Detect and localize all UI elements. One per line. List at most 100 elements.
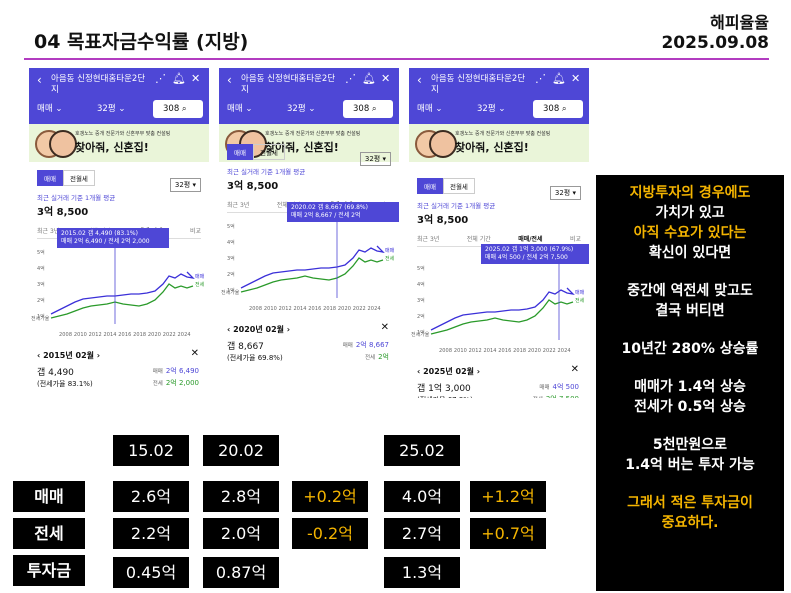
app-screenshot-0: ‹ 아음동 신정현대홈타운2단지 ⋰ 🔔︎ ✕ 매매 ⌄ 32평 ⌄ 308 ⌕… [29, 68, 209, 398]
tab-sale[interactable]: 매매 [37, 170, 63, 186]
banner-subtext: 호갱노노 중개 전문가와 신혼부부 맞춤 컨설팅 [75, 131, 171, 137]
row-label-investment: 투자금 [13, 555, 85, 586]
y-tick: 1억 [417, 329, 425, 336]
tab-rent[interactable]: 전월세 [442, 178, 475, 194]
legend-rent: 전세 [575, 297, 585, 304]
bell-icon[interactable]: 🔔︎ [362, 72, 376, 85]
page-title: 04 목표자금수익률 (지방) [34, 31, 249, 53]
y-tick: 5억 [417, 265, 425, 272]
detail-sale: 매매 4억 500 [539, 383, 579, 391]
y-tick: 5억 [227, 223, 235, 230]
type-select[interactable]: 매매 ⌄ [417, 104, 443, 114]
avg-price: 3억 8,500 [417, 215, 469, 226]
detail-rent: 전세 2억 [364, 353, 389, 361]
app-screenshot-1: ‹ 아음동 신정현대홈타운2단지 ⋰ 🔔︎ ✕ 매매 ⌄ 32평 ⌄ 308 ⌕… [219, 68, 399, 398]
person-icon [429, 130, 457, 158]
y-tick: 4억 [417, 281, 425, 288]
tab-sale[interactable]: 매매 [417, 178, 443, 194]
detail-sale: 매매 2억 6,490 [152, 367, 199, 375]
pyeong-select[interactable]: 32평 ▾ [549, 186, 581, 200]
household-count[interactable]: 308 ⌕ [153, 100, 203, 118]
tab-recent-3y[interactable]: 최근 3년 [417, 236, 440, 243]
msg-line: 그래서 적은 투자금이 [627, 495, 753, 511]
share-icon[interactable]: ⋰ [535, 72, 546, 85]
tab-sale[interactable]: 매매 [227, 144, 253, 160]
share-icon[interactable]: ⋰ [345, 72, 356, 85]
row-label-rent: 전세 [13, 518, 85, 549]
rent-price-line [430, 299, 574, 335]
jeonse-ratio: (전세가율 67.9%) [417, 395, 473, 398]
close-icon[interactable]: ✕ [571, 72, 581, 85]
jeonse-ratio: (전세가율 69.8%) [227, 354, 283, 362]
y-tick: 3억 [227, 255, 235, 262]
back-icon[interactable]: ‹ [417, 73, 422, 87]
price-history-chart: 5억 4억 3억 2억 1억 매매 전세 [417, 260, 585, 340]
back-icon[interactable]: ‹ [37, 73, 42, 87]
household-count[interactable]: 308 ⌕ [343, 100, 393, 118]
brand-name: 해피율율 [710, 13, 769, 32]
rent-20: 2.0억 [203, 518, 279, 549]
tab-recent-3y[interactable]: 최근 3년 [37, 228, 60, 235]
tab-compare[interactable]: 비교 [189, 228, 201, 235]
tab-all-period[interactable]: 전체 기간 [466, 236, 491, 243]
rent-diff-1: -0.2억 [292, 518, 368, 549]
banner-subtext: 호갱노노 중개 전문가와 신혼부부 맞춤 컨설팅 [265, 131, 361, 137]
size-select[interactable]: 32평 ⌄ [287, 104, 316, 114]
app-header: ‹ 아음동 신정현대홈타운2단지 ⋰ 🔔︎ ✕ 매매 ⌄ 32평 ⌄ 308 ⌕ [29, 68, 209, 124]
pyeong-select[interactable]: 32평 ▾ [169, 178, 201, 192]
tab-compare[interactable]: 비교 [569, 236, 581, 243]
legend-sale: 매매 [575, 289, 585, 296]
tab-rent[interactable]: 전월세 [62, 170, 95, 186]
msg-line: 5천만원으로 [652, 437, 728, 453]
apartment-name: 아음동 신정현대홈타운2단지 [241, 74, 336, 95]
sale-diff-1: +0.2억 [292, 481, 368, 512]
msg-line: 중요하다. [661, 515, 719, 531]
selected-month[interactable]: ‹ 2020년 02월 › [227, 325, 291, 334]
person-icon [49, 130, 77, 158]
x-axis-years: 2008 2010 2012 2014 2016 2018 2020 2022 … [439, 348, 571, 354]
legend-sale: 매매 [195, 273, 205, 280]
x-axis-years: 2008 2010 2012 2014 2016 2018 2020 2022 … [59, 332, 191, 338]
y-tick: 2억 [417, 313, 425, 320]
bell-icon[interactable]: 🔔︎ [172, 72, 186, 85]
bell-icon[interactable]: 🔔︎ [552, 72, 566, 85]
price-history-chart: 5억 4억 3억 2억 1억 매매 전세 [37, 244, 205, 324]
sale-price-line [430, 287, 575, 331]
jeonse-ratio: (전세가율 83.1%) [37, 380, 93, 388]
ad-banner[interactable]: 호갱노노 중개 전문가와 신혼부부 맞춤 컨설팅 찾아줘, 신혼집! [409, 124, 589, 162]
msg-line: 아직 수요가 있다는 [633, 225, 747, 241]
rent-25: 2.7억 [384, 518, 460, 549]
close-detail-icon[interactable]: ✕ [570, 364, 579, 375]
close-detail-icon[interactable]: ✕ [380, 322, 389, 333]
deal-type-tabs: 매매 전월세 [37, 170, 201, 186]
y-tick: 5억 [37, 249, 45, 256]
close-detail-icon[interactable]: ✕ [190, 348, 199, 359]
deal-type-tabs: 매매 전월세 [227, 144, 391, 160]
y-tick-labels: 5억 4억 3억 2억 1억 [227, 223, 235, 294]
chart-tooltip: 2020.02 갭 8,667 (69.8%) 매매 2억 8,667 / 전세… [287, 202, 399, 222]
type-select[interactable]: 매매 ⌄ [37, 104, 63, 114]
brand-date: 2025.09.08 [661, 33, 769, 53]
selected-month[interactable]: ‹ 2015년 02월 › [37, 351, 101, 360]
tab-rent[interactable]: 전월세 [252, 144, 285, 160]
tab-sale-rent[interactable]: 매매/전세 [518, 236, 543, 243]
msg-line: 10년간 280% 상승률 [621, 341, 759, 357]
back-icon[interactable]: ‹ [227, 73, 232, 87]
share-icon[interactable]: ⋰ [155, 72, 166, 85]
tab-recent-3y[interactable]: 최근 3년 [227, 202, 250, 209]
rent-15: 2.2억 [113, 518, 189, 549]
type-select[interactable]: 매매 ⌄ [227, 104, 253, 114]
selected-month[interactable]: ‹ 2025년 02월 › [417, 367, 481, 376]
y-tick-labels: 5억 4억 3억 2억 1억 [417, 265, 425, 336]
close-icon[interactable]: ✕ [381, 72, 391, 85]
sale-20: 2.8억 [203, 481, 279, 512]
size-select[interactable]: 32평 ⌄ [97, 104, 126, 114]
household-count[interactable]: 308 ⌕ [533, 100, 583, 118]
size-select[interactable]: 32평 ⌄ [477, 104, 506, 114]
col-header-25-02: 25.02 [384, 435, 460, 466]
ad-banner[interactable]: 호갱노노 중개 전문가와 신혼부부 맞춤 컨설팅 찾아줘, 신혼집! [29, 124, 209, 162]
pyeong-select[interactable]: 32평 ▾ [359, 152, 391, 166]
close-icon[interactable]: ✕ [191, 72, 201, 85]
col-header-20-02: 20.02 [203, 435, 279, 466]
msg-line: 결국 버티면 [655, 303, 725, 319]
